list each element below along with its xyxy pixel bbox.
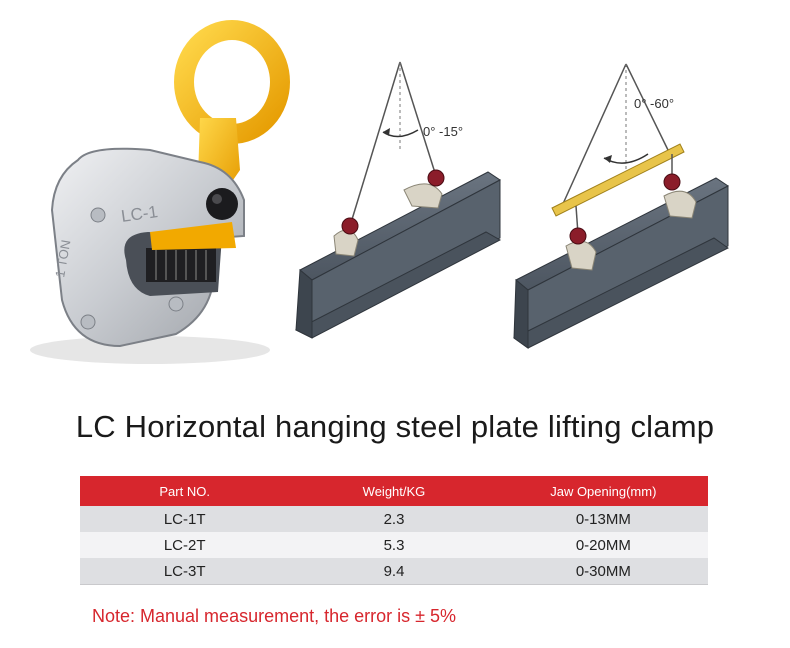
cell-part-no: LC-2T <box>80 532 290 558</box>
lifting-clamp-photo: LC-1 1 TON <box>30 20 290 364</box>
angle-label-60: 0° -60° <box>634 96 674 111</box>
measurement-note: Note: Manual measurement, the error is ±… <box>92 606 457 626</box>
cell-weight: 9.4 <box>289 558 499 585</box>
clamp-capacity-mark: 1 TON <box>52 239 73 279</box>
hero-illustrations: LC-1 1 TON 0° -15° 0° -60° <box>30 20 729 364</box>
table-row: LC-1T 2.3 0-13MM <box>80 506 708 532</box>
header-part-no: Part NO. <box>80 476 290 506</box>
cell-jaw-opening: 0-20MM <box>498 532 708 558</box>
angle-label-15: 0° -15° <box>423 124 463 139</box>
product-title: LC Horizontal hanging steel plate liftin… <box>75 409 715 444</box>
beam-lifting-diagram-15deg: 0° -15° <box>294 61 502 339</box>
cell-jaw-opening: 0-30MM <box>498 558 708 585</box>
cell-jaw-opening: 0-13MM <box>498 506 708 532</box>
header-jaw-opening: Jaw Opening(mm) <box>498 476 708 506</box>
cell-part-no: LC-1T <box>80 506 290 532</box>
table-header-row: Part NO. Weight/KG Jaw Opening(mm) <box>80 476 708 506</box>
table-row: LC-3T 9.4 0-30MM <box>80 558 708 585</box>
clamp-model-mark: LC-1 <box>120 202 159 226</box>
specs-table: Part NO. Weight/KG Jaw Opening(mm) LC-1T… <box>80 476 708 585</box>
cell-part-no: LC-3T <box>80 558 290 585</box>
header-weight: Weight/KG <box>289 476 499 506</box>
beam-lifting-diagram-60deg: 0° -60° <box>513 63 729 349</box>
cell-weight: 5.3 <box>289 532 499 558</box>
cell-weight: 2.3 <box>289 506 499 532</box>
table-row: LC-2T 5.3 0-20MM <box>80 532 708 558</box>
